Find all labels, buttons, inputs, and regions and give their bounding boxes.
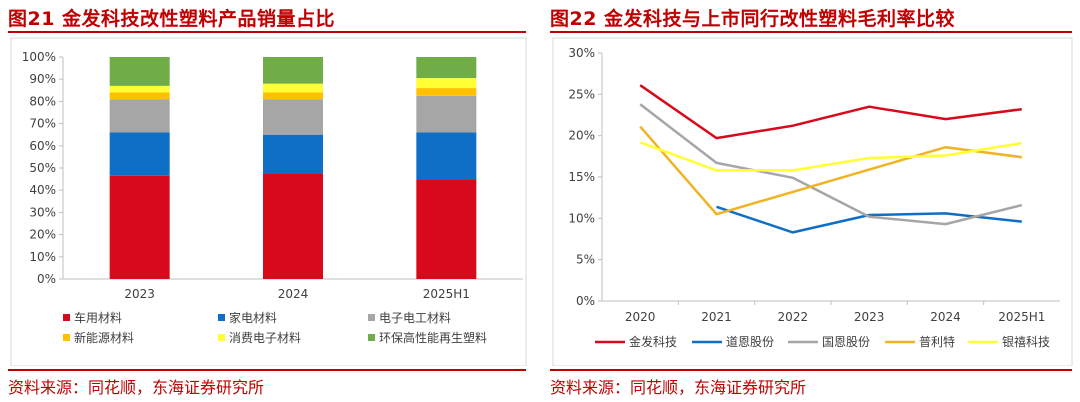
y-tick-label: 90% — [29, 72, 56, 86]
right-source-rule — [550, 369, 1072, 371]
legend-label: 新能源材料 — [74, 330, 134, 345]
right-figure: 图22 金发科技与上市同行改性塑料毛利率比较 0% 5% 10% 15% 20% 25% 3… — [550, 0, 1075, 402]
x-tick-label: 2024 — [930, 310, 961, 324]
y-tick-label: 15% — [568, 170, 595, 184]
y-tick-label: 20% — [568, 129, 595, 143]
bar-segment — [263, 134, 323, 174]
right-title-rule — [550, 31, 1072, 33]
legend-label: 道恩股份 — [726, 335, 774, 349]
bar-segment — [416, 88, 477, 96]
legend-label: 电子电工材料 — [379, 311, 451, 325]
legend-label: 金发科技 — [629, 334, 677, 349]
y-tick-label: 70% — [29, 117, 56, 131]
y-tick-label: 30% — [29, 205, 56, 219]
left-figure: 图21 金发科技改性塑料产品销量占比 0% 10% 20% 30% 40% 50% 60% 7… — [8, 0, 528, 402]
legend-swatch — [218, 314, 225, 321]
bar-segment — [416, 95, 477, 133]
y-tick-label: 0% — [37, 272, 56, 286]
left-title-rule — [8, 31, 526, 33]
x-tick-label: 2023 — [854, 310, 885, 324]
right-figure-title: 图22 金发科技与上市同行改性塑料毛利率比较 — [550, 8, 956, 30]
bar-segment — [109, 132, 170, 176]
series-line — [639, 141, 1023, 172]
x-tick-label: 2022 — [778, 310, 809, 324]
y-tick-label: 25% — [568, 87, 595, 101]
left-figure-title: 图21 金发科技改性塑料产品销量占比 — [8, 8, 336, 30]
series-line — [716, 205, 1022, 234]
chart-frame — [552, 37, 1073, 366]
right-line-chart: 0% 5% 10% 15% 20% 25% 30% 2020 2021 2022 2023 2024 2… — [552, 37, 1073, 366]
left-stacked-bar-chart: 0% 10% 20% 30% 40% 50% 60% 70% 80% 90% 100% 2023 202… — [10, 37, 527, 366]
left-source-rule — [8, 369, 526, 371]
legend-swatch — [63, 334, 70, 341]
bar-segment — [263, 57, 323, 84]
bar-segment — [263, 99, 323, 135]
left-source-note: 资料来源：同花顺，东海证券研究所 — [8, 378, 265, 397]
legend-swatch — [368, 314, 375, 321]
legend-label: 环保高性能再生塑料 — [379, 330, 487, 345]
y-tick-label: 80% — [29, 94, 56, 108]
bar-segment — [416, 78, 477, 89]
x-tick-label: 2025H1 — [423, 287, 470, 301]
bar-segment — [109, 175, 170, 279]
bar-segment — [416, 179, 477, 279]
legend-label: 家电材料 — [229, 310, 277, 325]
y-tick-label: 5% — [576, 253, 595, 267]
series-line — [639, 103, 1023, 226]
y-tick-label: 10% — [29, 250, 56, 264]
x-tick-label: 2021 — [701, 310, 732, 324]
bar-segment — [263, 173, 323, 279]
bar-segment — [416, 57, 477, 79]
bar-segment — [109, 57, 170, 86]
chart-frame — [10, 37, 527, 366]
y-tick-label: 20% — [29, 228, 56, 242]
bar-segment — [109, 92, 170, 100]
bar-segment — [109, 85, 170, 93]
legend-label: 车用材料 — [74, 310, 122, 325]
y-tick-label: 40% — [29, 183, 56, 197]
bar-segment — [263, 83, 323, 93]
bar-segment — [416, 132, 477, 180]
y-tick-label: 50% — [29, 161, 56, 175]
bar-segment — [263, 92, 323, 100]
x-tick-label: 2023 — [124, 287, 155, 301]
series-line — [639, 125, 1022, 216]
y-tick-label: 60% — [29, 139, 56, 153]
legend-swatch — [63, 314, 70, 321]
legend-swatch — [368, 334, 375, 341]
y-tick-label: 10% — [568, 211, 595, 225]
legend-label: 消费电子材料 — [229, 331, 301, 345]
x-tick-label: 2024 — [278, 287, 309, 301]
y-tick-label: 30% — [568, 46, 595, 60]
legend-swatch — [218, 334, 225, 341]
right-source-note: 资料来源：同花顺，东海证券研究所 — [550, 378, 807, 397]
bar-segment — [109, 99, 170, 133]
y-tick-label: 0% — [576, 294, 595, 308]
legend-label: 普利特 — [919, 334, 955, 349]
x-tick-label: 2025H1 — [998, 310, 1045, 324]
legend-label: 银禧科技 — [1002, 335, 1050, 349]
legend-label: 国恩股份 — [822, 335, 870, 349]
series-line — [639, 84, 1022, 140]
y-tick-label: 100% — [22, 50, 56, 64]
x-tick-label: 2020 — [625, 310, 656, 324]
